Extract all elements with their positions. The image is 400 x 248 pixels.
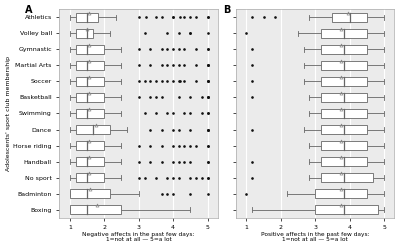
Bar bbox=[321, 173, 373, 182]
Bar bbox=[76, 77, 104, 86]
Bar bbox=[321, 157, 367, 166]
Bar bbox=[321, 93, 367, 102]
Bar bbox=[321, 109, 367, 118]
Bar bbox=[76, 13, 98, 22]
Bar bbox=[76, 61, 104, 70]
Bar bbox=[321, 29, 367, 38]
X-axis label: Negative affects in the past few days:
1=not at all — 5=a lot: Negative affects in the past few days: 1… bbox=[82, 232, 195, 243]
Bar bbox=[76, 125, 110, 134]
Text: B: B bbox=[223, 5, 231, 15]
Bar bbox=[321, 125, 367, 134]
Bar bbox=[76, 29, 93, 38]
Bar bbox=[70, 189, 110, 198]
Bar bbox=[76, 45, 104, 54]
Y-axis label: Adolescents' sport club membership: Adolescents' sport club membership bbox=[6, 56, 10, 171]
Bar bbox=[76, 157, 104, 166]
Bar bbox=[76, 141, 104, 150]
X-axis label: Positive affects in the past few days:
1=not at all — 5=a lot: Positive affects in the past few days: 1… bbox=[261, 232, 370, 243]
Bar bbox=[76, 93, 104, 102]
Bar bbox=[76, 173, 104, 182]
Bar bbox=[70, 205, 122, 214]
Text: A: A bbox=[25, 5, 32, 15]
Bar bbox=[321, 77, 367, 86]
Bar bbox=[321, 45, 367, 54]
Bar bbox=[315, 205, 378, 214]
Bar bbox=[321, 141, 367, 150]
Bar bbox=[76, 109, 104, 118]
Bar bbox=[315, 189, 367, 198]
Bar bbox=[332, 13, 367, 22]
Bar bbox=[321, 61, 367, 70]
